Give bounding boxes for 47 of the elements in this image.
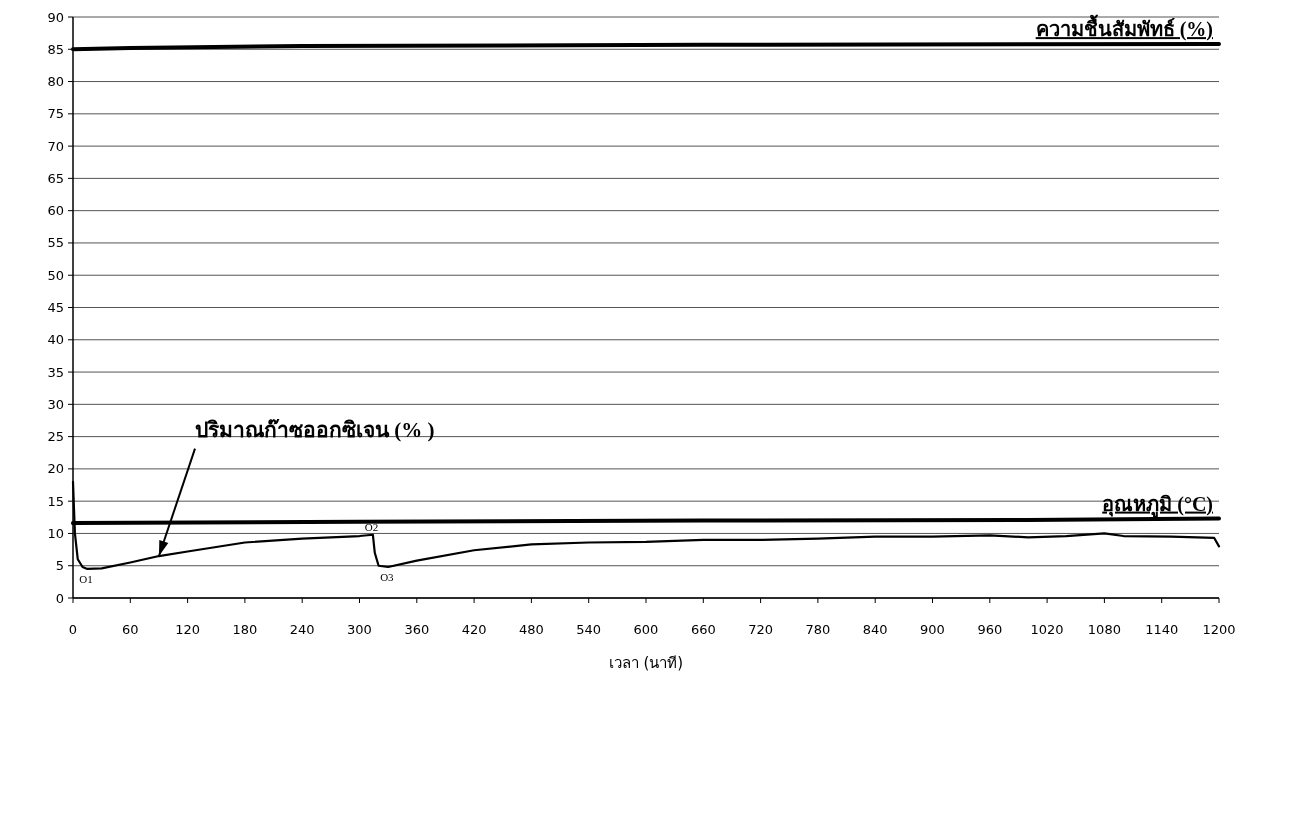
y-tick-label: 25 [47, 429, 64, 445]
y-tick-label: 10 [47, 525, 64, 541]
annotation: O3 [380, 571, 395, 584]
x-tick-label: 180 [232, 622, 258, 637]
y-tick-label: 90 [47, 9, 64, 25]
y-tick-label: 40 [47, 332, 64, 348]
x-tick-label: 840 [862, 622, 888, 637]
x-tick-label: 1020 [1030, 622, 1064, 637]
x-tick-label: 240 [289, 622, 315, 637]
series-label: อุณหภูมิ (°C) [1102, 492, 1213, 518]
x-tick-label: 540 [576, 622, 602, 637]
y-tick-label: 30 [47, 396, 64, 412]
x-tick-label: 600 [633, 622, 659, 637]
y-tick-label: 5 [55, 558, 64, 574]
y-tick-label: 65 [47, 170, 64, 186]
y-tick-label: 55 [47, 235, 64, 251]
x-tick-label: 120 [175, 622, 201, 637]
x-tick-label: 660 [690, 622, 716, 637]
y-tick-label: 45 [47, 300, 64, 315]
x-tick-label: 720 [748, 622, 774, 637]
x-tick-label: 420 [461, 622, 487, 637]
x-tick-label: 60 [122, 622, 139, 637]
y-tick-label: 20 [47, 461, 64, 477]
x-tick-label: 1200 [1202, 622, 1236, 637]
x-tick-label: 300 [347, 622, 372, 637]
series-label: ความชื้นสัมพัทธ์ (%) [1035, 14, 1213, 42]
x-tick-label: 960 [977, 622, 1003, 637]
y-tick-label: 35 [47, 364, 64, 380]
annotation: O1 [79, 572, 93, 585]
x-tick-label: 1080 [1087, 622, 1121, 637]
y-tick-label: 75 [47, 106, 64, 122]
x-axis-title: เวลา (นาที) [608, 654, 684, 672]
y-tick-label: 80 [47, 74, 64, 90]
x-tick-label: 0 [68, 622, 78, 637]
x-tick-label: 1140 [1145, 622, 1179, 637]
y-tick-label: 70 [47, 138, 64, 154]
y-tick-label: 15 [47, 493, 64, 509]
x-tick-label: 480 [518, 622, 544, 637]
annotation: O2 [364, 520, 379, 533]
y-tick-label: 0 [55, 590, 64, 606]
y-tick-label: 85 [47, 41, 64, 57]
y-tick-label: 60 [47, 203, 64, 219]
y-tick-label: 50 [47, 267, 64, 283]
x-tick-label: 780 [805, 622, 831, 637]
text: ปริมาณก๊าซออกซิเจน (% ) [195, 417, 435, 442]
x-tick-label: 900 [920, 622, 945, 637]
x-tick-label: 360 [404, 622, 430, 637]
